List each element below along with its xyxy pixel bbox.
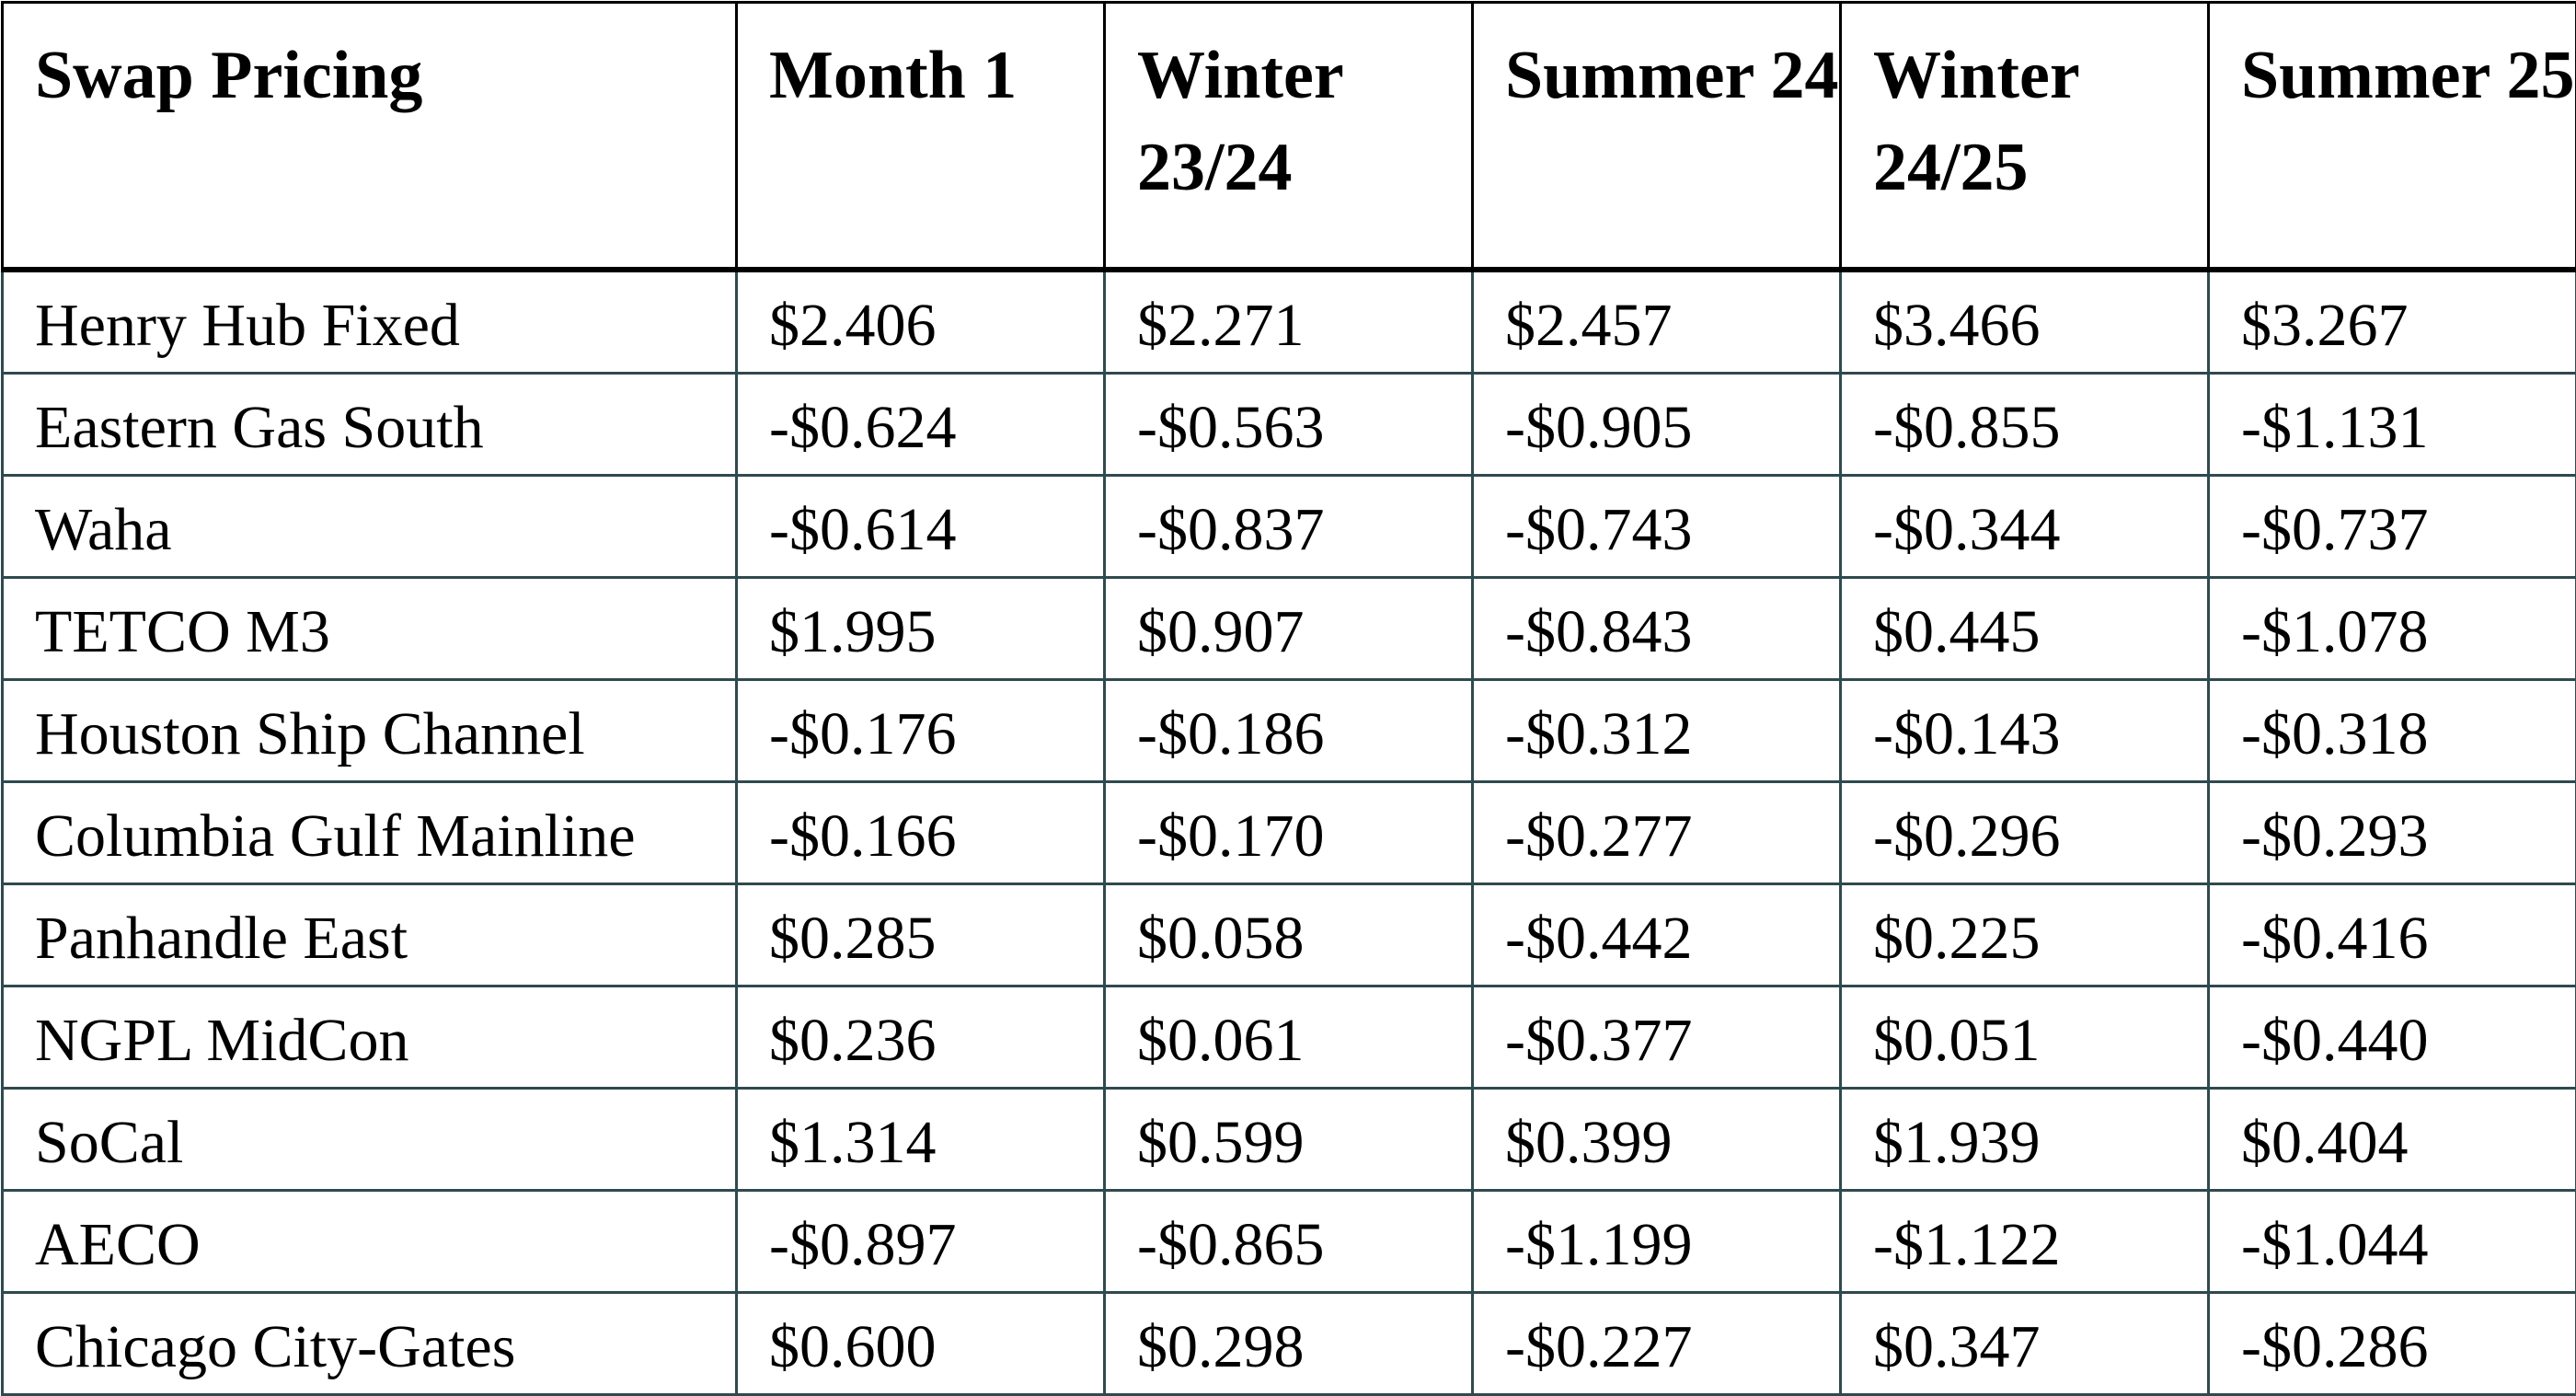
price-cell: -$0.624 <box>737 374 1105 476</box>
price-cell: -$0.737 <box>2209 476 2576 578</box>
price-cell: -$0.186 <box>1105 680 1473 782</box>
price-cell: -$0.377 <box>1473 986 1841 1089</box>
table-row: AECO-$0.897-$0.865-$1.199-$1.122-$1.044 <box>3 1191 2576 1293</box>
price-cell: $3.267 <box>2209 270 2576 374</box>
price-cell: -$0.837 <box>1105 476 1473 578</box>
column-header: Summer 24 <box>1473 3 1841 271</box>
price-cell: -$0.855 <box>1841 374 2209 476</box>
price-cell: -$1.044 <box>2209 1191 2576 1293</box>
price-cell: $2.457 <box>1473 270 1841 374</box>
price-cell: -$1.199 <box>1473 1191 1841 1293</box>
table-row: Columbia Gulf Mainline-$0.166-$0.170-$0.… <box>3 782 2576 884</box>
row-label-cell: Chicago City-Gates <box>3 1293 737 1395</box>
price-cell: -$0.143 <box>1841 680 2209 782</box>
price-cell: -$0.170 <box>1105 782 1473 884</box>
price-cell: $2.406 <box>737 270 1105 374</box>
row-label-cell: Henry Hub Fixed <box>3 270 737 374</box>
table-row: Panhandle East$0.285$0.058-$0.442$0.225-… <box>3 884 2576 986</box>
price-cell: $0.236 <box>737 986 1105 1089</box>
price-cell: $0.051 <box>1841 986 2209 1089</box>
row-label-cell: SoCal <box>3 1089 737 1191</box>
price-cell: -$0.743 <box>1473 476 1841 578</box>
price-cell: -$0.293 <box>2209 782 2576 884</box>
column-header: Winter 23/24 <box>1105 3 1473 271</box>
price-cell: $0.445 <box>1841 578 2209 680</box>
table-row: Waha-$0.614-$0.837-$0.743-$0.344-$0.737 <box>3 476 2576 578</box>
column-header: Month 1 <box>737 3 1105 271</box>
price-cell: $0.907 <box>1105 578 1473 680</box>
price-cell: $0.600 <box>737 1293 1105 1395</box>
table-row: Chicago City-Gates$0.600$0.298-$0.227$0.… <box>3 1293 2576 1395</box>
price-cell: -$0.442 <box>1473 884 1841 986</box>
price-cell: -$0.318 <box>2209 680 2576 782</box>
table-body: Henry Hub Fixed$2.406$2.271$2.457$3.466$… <box>3 270 2576 1395</box>
table-row: NGPL MidCon$0.236$0.061-$0.377$0.051-$0.… <box>3 986 2576 1089</box>
price-cell: -$0.843 <box>1473 578 1841 680</box>
price-cell: -$0.296 <box>1841 782 2209 884</box>
price-cell: -$1.122 <box>1841 1191 2209 1293</box>
price-cell: $1.995 <box>737 578 1105 680</box>
price-cell: $0.347 <box>1841 1293 2209 1395</box>
price-cell: $0.285 <box>737 884 1105 986</box>
price-cell: -$1.078 <box>2209 578 2576 680</box>
price-cell: -$0.166 <box>737 782 1105 884</box>
price-cell: -$0.897 <box>737 1191 1105 1293</box>
row-label-cell: Houston Ship Channel <box>3 680 737 782</box>
row-label-cell: NGPL MidCon <box>3 986 737 1089</box>
row-label-cell: Eastern Gas South <box>3 374 737 476</box>
price-cell: -$0.227 <box>1473 1293 1841 1395</box>
column-header: Summer 25 <box>2209 3 2576 271</box>
price-cell: -$0.312 <box>1473 680 1841 782</box>
column-header: Swap Pricing <box>3 3 737 271</box>
price-cell: $0.399 <box>1473 1089 1841 1191</box>
price-cell: -$0.563 <box>1105 374 1473 476</box>
price-cell: -$0.344 <box>1841 476 2209 578</box>
table-row: Houston Ship Channel-$0.176-$0.186-$0.31… <box>3 680 2576 782</box>
price-cell: $0.599 <box>1105 1089 1473 1191</box>
price-cell: $1.939 <box>1841 1089 2209 1191</box>
price-cell: $3.466 <box>1841 270 2209 374</box>
price-cell: -$0.440 <box>2209 986 2576 1089</box>
table-row: SoCal$1.314$0.599$0.399$1.939$0.404 <box>3 1089 2576 1191</box>
table-row: TETCO M3$1.995$0.907-$0.843$0.445-$1.078 <box>3 578 2576 680</box>
price-cell: $1.314 <box>737 1089 1105 1191</box>
row-label-cell: Columbia Gulf Mainline <box>3 782 737 884</box>
price-cell: -$1.131 <box>2209 374 2576 476</box>
price-cell: -$0.905 <box>1473 374 1841 476</box>
price-cell: -$0.865 <box>1105 1191 1473 1293</box>
price-cell: $0.061 <box>1105 986 1473 1089</box>
price-cell: -$0.277 <box>1473 782 1841 884</box>
row-label-cell: AECO <box>3 1191 737 1293</box>
price-cell: -$0.416 <box>2209 884 2576 986</box>
table-row: Eastern Gas South-$0.624-$0.563-$0.905-$… <box>3 374 2576 476</box>
column-header: Winter 24/25 <box>1841 3 2209 271</box>
row-label-cell: TETCO M3 <box>3 578 737 680</box>
table-row: Henry Hub Fixed$2.406$2.271$2.457$3.466$… <box>3 270 2576 374</box>
price-cell: $0.298 <box>1105 1293 1473 1395</box>
price-cell: $0.058 <box>1105 884 1473 986</box>
price-cell: -$0.614 <box>737 476 1105 578</box>
price-cell: $0.225 <box>1841 884 2209 986</box>
price-cell: $2.271 <box>1105 270 1473 374</box>
price-cell: -$0.176 <box>737 680 1105 782</box>
row-label-cell: Panhandle East <box>3 884 737 986</box>
price-cell: $0.404 <box>2209 1089 2576 1191</box>
price-cell: -$0.286 <box>2209 1293 2576 1395</box>
row-label-cell: Waha <box>3 476 737 578</box>
